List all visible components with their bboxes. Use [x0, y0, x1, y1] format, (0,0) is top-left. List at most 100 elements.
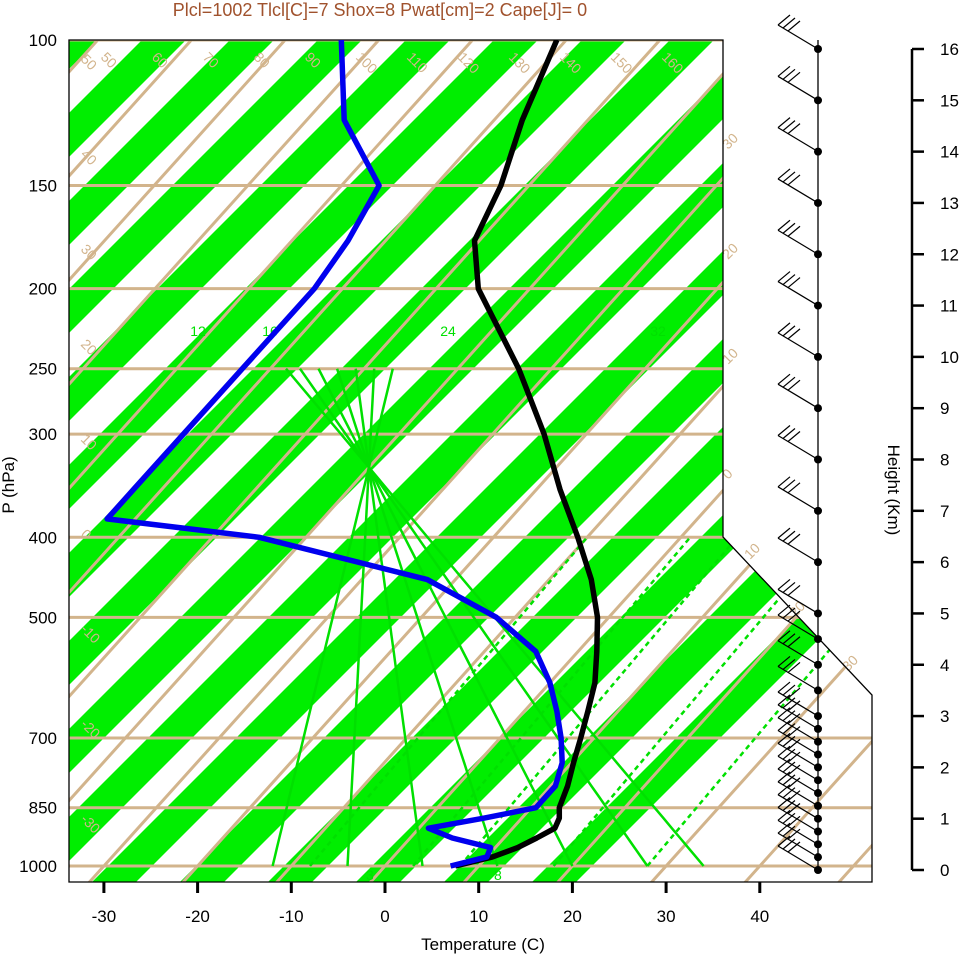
- wind-barb: [777, 681, 819, 717]
- wind-barb: [777, 117, 819, 153]
- height-tick-label: 16: [940, 40, 959, 59]
- moist-adiabat: [354, 368, 424, 867]
- x-tick-label: -20: [185, 907, 210, 926]
- wind-profile: [777, 14, 822, 874]
- adiabat-band: [69, 40, 666, 882]
- y-tick-label: 150: [29, 176, 57, 195]
- moist-adiabat: [317, 368, 574, 867]
- y-tick-label: 300: [29, 425, 57, 444]
- adiabat-band: [69, 40, 872, 882]
- moist-adiabat: [271, 368, 395, 867]
- wind-barb: [777, 720, 819, 756]
- height-tick-label: 14: [940, 143, 959, 162]
- isotherm-line: [69, 40, 604, 882]
- mixing-ratio-label: 24: [440, 323, 456, 339]
- wind-barb: [777, 758, 819, 794]
- height-tick-label: 13: [940, 194, 959, 213]
- wind-barb: [777, 604, 819, 640]
- y-tick-label: 100: [29, 31, 57, 50]
- x-tick-label: -10: [279, 907, 304, 926]
- wind-barb: [777, 65, 819, 101]
- wind-barb: [777, 745, 819, 781]
- adiabat-band: [190, 40, 872, 882]
- isotherm-line: [0, 0, 40, 900]
- wind-barb: [777, 732, 819, 768]
- height-tick-label: 5: [940, 604, 949, 623]
- isotherm-label-left: 30: [78, 241, 100, 263]
- wind-barb: [777, 14, 819, 50]
- isotherm-line: [540, 40, 872, 882]
- height-tick-label: 4: [940, 656, 949, 675]
- adiabat-band: [69, 40, 842, 882]
- isotherm-line: [259, 40, 872, 882]
- height-tick-label: 10: [940, 348, 959, 367]
- wind-barb: [777, 476, 819, 512]
- y-tick-label: 200: [29, 280, 57, 299]
- isotherm-line: [917, 0, 961, 900]
- adiabat-band: [69, 40, 754, 882]
- wind-barb: [777, 835, 819, 871]
- isotherm-line: [69, 40, 791, 882]
- wind-barb: [777, 271, 819, 307]
- wind-barb: [777, 425, 819, 461]
- dewpoint-curve: [104, 40, 565, 869]
- wind-barb: [777, 809, 819, 845]
- wind-barb: [777, 707, 819, 743]
- isotherm-line: [728, 40, 872, 882]
- isotherm-label-right: 30: [719, 130, 741, 152]
- y-tick-label: 850: [29, 799, 57, 818]
- x-tick-label: 30: [657, 907, 676, 926]
- x-tick-label: -30: [92, 907, 117, 926]
- wind-barb: [777, 373, 819, 409]
- x-axis: -30 -20 -10 0 10 20 30 40: [92, 882, 769, 926]
- wind-barb: [777, 168, 819, 204]
- height-tick-label: 2: [940, 758, 949, 777]
- y-tick-label: 250: [29, 360, 57, 379]
- wind-barb: [777, 822, 819, 858]
- wind-barb: [777, 771, 819, 807]
- x-axis-title: Temperature (C): [421, 935, 545, 954]
- isotherm-line: [69, 40, 698, 882]
- plot-frame: [68, 39, 873, 883]
- y-axis: 100 150 200 250 300 400 500 700 850 1000: [19, 31, 57, 876]
- moist-adiabat: [298, 367, 649, 867]
- x-tick-label: 0: [380, 907, 389, 926]
- mixing-ratio-label: 8: [494, 867, 502, 883]
- x-tick-label: 40: [750, 907, 769, 926]
- height-tick-label: 1: [940, 810, 949, 829]
- wind-barb: [777, 527, 819, 563]
- adiabat-band: [69, 40, 402, 882]
- height-tick-label: 15: [940, 91, 959, 110]
- y-tick-label: 1000: [19, 857, 57, 876]
- isotherm-line: [69, 40, 416, 882]
- height-tick-label: 7: [940, 502, 949, 521]
- adiabat-band: [69, 40, 490, 882]
- height-tick-label: 8: [940, 451, 949, 470]
- height-axis-title: Height (Km): [884, 445, 903, 536]
- isotherm-label-left: 40: [78, 146, 100, 168]
- height-tick-label: 11: [940, 297, 958, 316]
- wind-barb: [777, 655, 819, 691]
- x-tick-label: 20: [563, 907, 582, 926]
- wind-barb: [777, 694, 819, 730]
- isotherm-label-right: 0: [719, 465, 736, 482]
- x-tick-label: 10: [469, 907, 488, 926]
- y-tick-label: 400: [29, 528, 57, 547]
- temperature-curve: [454, 40, 601, 869]
- isotherm-line: [69, 40, 510, 882]
- height-tick-label: 6: [940, 553, 949, 572]
- isotherm-line: [69, 40, 323, 882]
- wind-barb: [777, 219, 819, 255]
- wind-barb: [777, 784, 819, 820]
- isotherm-line: [69, 40, 229, 882]
- height-tick-label: 0: [940, 861, 949, 880]
- wind-barb: [777, 578, 819, 614]
- wind-barb: [777, 630, 819, 666]
- moist-adiabat: [285, 367, 705, 867]
- height-tick-label: 3: [940, 707, 949, 726]
- sounding-curves: [104, 40, 601, 869]
- moist-adiabat: [346, 368, 376, 867]
- wind-barb: [777, 797, 819, 833]
- y-tick-label: 500: [29, 608, 57, 627]
